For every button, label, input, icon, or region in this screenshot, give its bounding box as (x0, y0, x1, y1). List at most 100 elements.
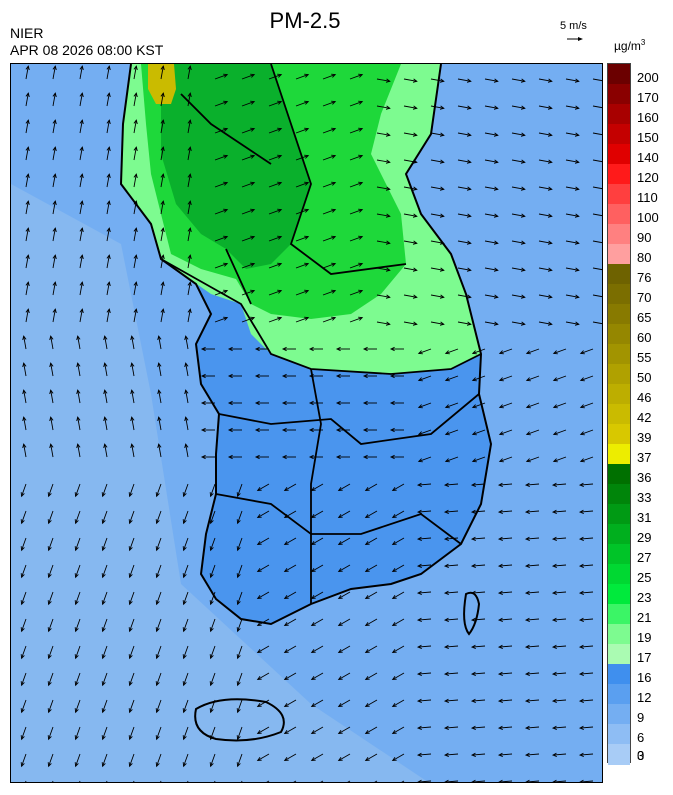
wind-arrowhead (497, 509, 503, 515)
wind-arrowhead (498, 377, 504, 382)
wind-arrowhead (524, 671, 530, 677)
wind-arrowhead (106, 92, 111, 98)
wind-arrow (592, 78, 602, 82)
wind-arrowhead (47, 600, 52, 606)
pm25-map[interactable] (10, 63, 603, 783)
wind-arrow (21, 753, 27, 767)
wind-arrow (133, 309, 137, 323)
colorbar-tick-label: 140 (637, 150, 659, 165)
wind-arrow (79, 282, 83, 296)
wind-arrow (365, 753, 378, 761)
wind-arrow (349, 155, 363, 161)
wind-arrowhead (47, 708, 52, 714)
wind-arrow (499, 456, 513, 462)
wind-arrowhead (182, 762, 187, 768)
wind-arrow (129, 672, 135, 686)
wind-arrow (392, 699, 405, 707)
wind-arrowhead (443, 698, 449, 704)
wind-arrow (210, 645, 216, 659)
wind-arrowhead (416, 698, 422, 704)
wind-arrow (338, 726, 351, 734)
wind-arrowhead (524, 698, 530, 704)
wind-arrowhead (551, 563, 557, 569)
wind-arrow (311, 510, 324, 518)
wind-arrow (471, 510, 486, 513)
wind-arrowhead (524, 752, 530, 758)
wind-arrow (418, 429, 432, 435)
wind-arrow (418, 375, 432, 381)
wind-arrow (214, 155, 228, 161)
wind-arrowhead (256, 594, 262, 600)
wind-arrow (25, 228, 29, 242)
wind-arrow (48, 483, 54, 497)
wind-arrow (257, 483, 270, 491)
wind-arrow (129, 537, 135, 551)
wind-arrow (430, 321, 444, 325)
wind-arrowhead (277, 154, 283, 159)
wind-arrow (444, 726, 459, 729)
wind-arrow (538, 267, 552, 271)
wind-arrowhead (601, 81, 602, 83)
wind-arrowhead (256, 540, 262, 546)
colorbar-band (608, 544, 630, 565)
wind-arrowhead (362, 373, 368, 379)
wind-arrow (241, 101, 255, 107)
province-border-2 (218, 393, 480, 445)
wind-arrow (106, 93, 110, 107)
wind-arrowhead (493, 105, 499, 110)
colorbar-band (608, 264, 630, 285)
wind-arrow (77, 444, 81, 458)
wind-arrowhead (547, 294, 553, 299)
wind-arrow (579, 645, 594, 648)
wind-arrowhead (470, 725, 476, 731)
wind-arrow (185, 363, 189, 377)
wind-arrow (484, 132, 498, 136)
wind-arrow (498, 645, 513, 648)
wind-arrowhead (101, 708, 106, 714)
wind-arrowhead (412, 267, 418, 272)
wind-arrowhead (601, 243, 602, 245)
wind-arrowhead (79, 254, 84, 260)
wind-arrowhead (47, 681, 52, 687)
wind-arrow (417, 726, 432, 729)
wind-arrowhead (439, 105, 445, 110)
wind-arrow (102, 672, 108, 686)
wind-arrow (75, 591, 81, 605)
wind-arrow (484, 294, 498, 298)
wind-arrow (552, 645, 567, 648)
wind-arrowhead (466, 186, 472, 191)
wind-arrowhead (551, 671, 557, 677)
wind-arrow (102, 645, 108, 659)
wind-arrow (268, 236, 282, 242)
wind-arrow (133, 147, 137, 161)
western-sea-area (11, 184, 428, 782)
wind-arrowhead (385, 159, 391, 164)
wind-arrowhead (579, 458, 585, 463)
wind-arrowhead (493, 240, 499, 245)
wind-arrowhead (128, 654, 133, 660)
wind-arrow (48, 645, 54, 659)
wind-arrow (183, 753, 189, 767)
wind-arrow (511, 294, 525, 298)
wind-arrow (580, 348, 594, 354)
wind-arrowhead (601, 324, 602, 326)
wind-arrowhead (74, 654, 79, 660)
wind-arrow (444, 591, 459, 594)
wind-arrowhead (236, 492, 241, 498)
wind-arrowhead (466, 159, 472, 164)
wind-arrow (295, 128, 309, 134)
wind-arrowhead (254, 400, 260, 406)
wind-arrowhead (223, 127, 229, 132)
wind-arrowhead (525, 404, 531, 409)
wind-arrow (156, 726, 162, 740)
wind-arrowhead (79, 200, 84, 206)
wind-arrow (338, 699, 351, 707)
wind-arrow (48, 753, 54, 767)
wind-arrowhead (20, 708, 25, 714)
wind-arrowhead (439, 78, 445, 83)
wind-arrow (444, 645, 459, 648)
wind-arrowhead (310, 756, 316, 762)
wind-arrowhead (470, 590, 476, 596)
wind-arrowhead (574, 132, 580, 137)
wind-arrow (592, 213, 602, 217)
